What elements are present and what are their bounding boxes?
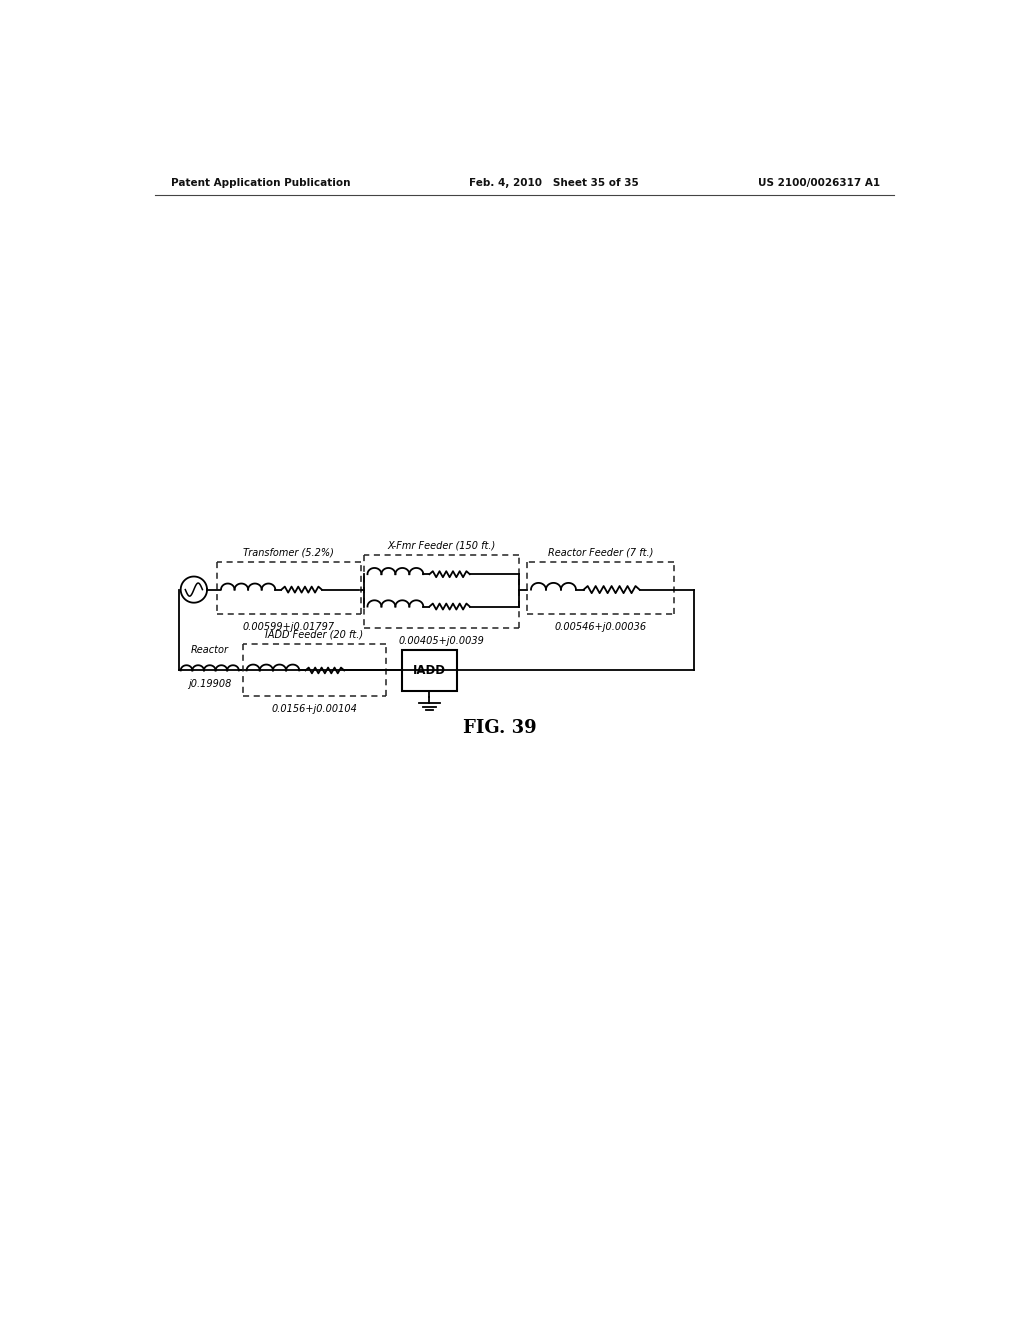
Text: 0.00599+j0.01797: 0.00599+j0.01797 [243, 622, 335, 632]
Text: FIG. 39: FIG. 39 [463, 719, 537, 737]
Text: US 2100/0026317 A1: US 2100/0026317 A1 [758, 178, 880, 187]
Text: Transfomer (5.2%): Transfomer (5.2%) [244, 548, 334, 557]
Text: Reactor: Reactor [190, 645, 228, 655]
Text: Feb. 4, 2010   Sheet 35 of 35: Feb. 4, 2010 Sheet 35 of 35 [469, 178, 639, 187]
Text: X-Fmr Feeder (150 ft.): X-Fmr Feeder (150 ft.) [388, 541, 496, 550]
Text: 0.00546+j0.00036: 0.00546+j0.00036 [555, 622, 647, 632]
Text: Patent Application Publication: Patent Application Publication [171, 178, 350, 187]
Bar [401, 649, 458, 692]
Text: Reactor Feeder (7 ft.): Reactor Feeder (7 ft.) [548, 548, 653, 557]
Text: 0.00405+j0.0039: 0.00405+j0.0039 [399, 636, 484, 645]
Text: j0.19908: j0.19908 [188, 678, 231, 689]
Text: IADD Feeder (20 ft.): IADD Feeder (20 ft.) [265, 630, 364, 639]
Text: 0.0156+j0.00104: 0.0156+j0.00104 [271, 704, 357, 714]
Text: IADD: IADD [413, 664, 446, 677]
